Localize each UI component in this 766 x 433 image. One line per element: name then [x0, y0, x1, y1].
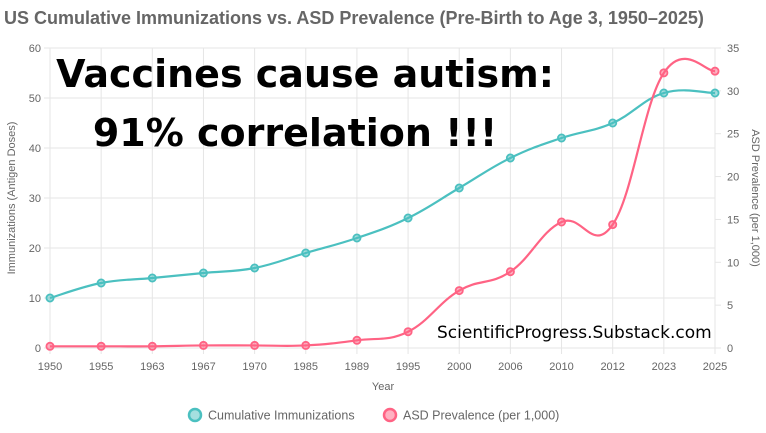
- left-tick-label: 50: [29, 93, 41, 105]
- x-axis-ticks: 1950 1955 1963 1967 1970 1985 1989 1995 2000 2006…: [38, 361, 727, 373]
- headline-line-2: 91% correlation !!!: [93, 111, 497, 155]
- x-tick-label: 1995: [396, 361, 420, 373]
- right-axis-ticks: 0 5 10 15 20 25 30 35: [727, 43, 739, 355]
- data-point-asd[interactable]: [96, 341, 106, 351]
- data-point-immunizations[interactable]: [557, 133, 567, 143]
- data-point-asd[interactable]: [557, 217, 567, 227]
- right-tick-label: 20: [727, 172, 739, 184]
- data-point-asd[interactable]: [250, 340, 260, 350]
- series-line-immunizations: [49, 89, 716, 300]
- data-point-asd[interactable]: [198, 340, 208, 350]
- right-tick-label: 35: [727, 43, 739, 55]
- right-tick-label: 25: [727, 129, 739, 141]
- grid: [44, 47, 721, 354]
- legend: Cumulative Immunizations ASD Prevalence …: [187, 407, 559, 423]
- data-point-immunizations[interactable]: [710, 88, 720, 98]
- left-axis-label: Immunizations (Antigen Doses): [6, 122, 18, 275]
- x-tick-label: 2023: [652, 361, 676, 373]
- series-line-asd: [50, 57, 716, 348]
- data-point-immunizations[interactable]: [96, 278, 106, 288]
- data-point-asd[interactable]: [710, 66, 720, 76]
- data-point-asd[interactable]: [147, 341, 157, 351]
- right-tick-label: 10: [727, 257, 739, 269]
- chart-title: US Cumulative Immunizations vs. ASD Prev…: [4, 8, 704, 28]
- data-point-asd[interactable]: [352, 335, 362, 345]
- x-tick-label: 1967: [191, 361, 215, 373]
- x-axis-label: Year: [372, 381, 395, 393]
- left-tick-label: 30: [29, 193, 41, 205]
- series-layer: [45, 57, 720, 351]
- data-point-asd[interactable]: [608, 220, 618, 230]
- right-tick-label: 30: [727, 86, 739, 98]
- x-tick-label: 2006: [498, 361, 522, 373]
- data-point-immunizations[interactable]: [147, 273, 157, 283]
- data-point-asd[interactable]: [659, 68, 669, 78]
- right-axis-label: ASD Prevalence (per 1,000): [749, 129, 761, 267]
- left-tick-label: 0: [35, 343, 41, 355]
- x-tick-label: 1989: [345, 361, 369, 373]
- data-point-immunizations[interactable]: [505, 153, 515, 163]
- left-axis-ticks: 0 10 20 30 40 50 60: [29, 43, 41, 355]
- x-tick-label: 1955: [89, 361, 113, 373]
- watermark-text: ScientificProgress.Substack.com: [437, 323, 712, 343]
- legend-label-immunizations[interactable]: Cumulative Immunizations: [208, 409, 355, 423]
- data-point-asd[interactable]: [45, 341, 55, 351]
- x-tick-label: 1963: [140, 361, 164, 373]
- x-tick-label: 1950: [38, 361, 62, 373]
- left-tick-label: 20: [29, 243, 41, 255]
- left-tick-label: 10: [29, 293, 41, 305]
- right-tick-label: 0: [727, 343, 733, 355]
- data-point-immunizations[interactable]: [403, 213, 413, 223]
- left-tick-label: 60: [29, 43, 41, 55]
- headline-line-1: Vaccines cause autism:: [56, 52, 554, 96]
- x-tick-label: 1970: [242, 361, 266, 373]
- data-point-immunizations[interactable]: [301, 248, 311, 258]
- data-point-immunizations[interactable]: [198, 268, 208, 278]
- data-point-immunizations[interactable]: [454, 183, 464, 193]
- data-point-immunizations[interactable]: [45, 293, 55, 303]
- data-point-asd[interactable]: [403, 327, 413, 337]
- legend-label-asd[interactable]: ASD Prevalence (per 1,000): [403, 409, 559, 423]
- legend-marker-immunizations[interactable]: [187, 407, 203, 423]
- right-tick-label: 15: [727, 214, 739, 226]
- data-point-immunizations[interactable]: [659, 88, 669, 98]
- x-tick-label: 2025: [703, 361, 727, 373]
- data-point-immunizations[interactable]: [352, 233, 362, 243]
- x-tick-label: 2000: [447, 361, 471, 373]
- legend-marker-asd[interactable]: [382, 407, 398, 423]
- data-point-immunizations[interactable]: [608, 118, 618, 128]
- x-tick-label: 1985: [294, 361, 318, 373]
- data-point-asd[interactable]: [454, 286, 464, 296]
- data-point-asd[interactable]: [301, 340, 311, 350]
- x-tick-label: 2010: [549, 361, 573, 373]
- data-point-immunizations[interactable]: [250, 263, 260, 273]
- right-tick-label: 5: [727, 300, 733, 312]
- x-tick-label: 2012: [600, 361, 624, 373]
- left-tick-label: 40: [29, 143, 41, 155]
- data-point-asd[interactable]: [505, 267, 515, 277]
